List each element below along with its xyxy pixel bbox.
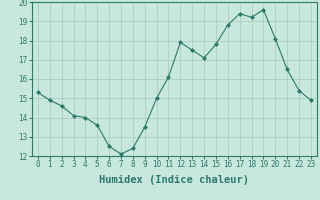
X-axis label: Humidex (Indice chaleur): Humidex (Indice chaleur): [100, 175, 249, 185]
